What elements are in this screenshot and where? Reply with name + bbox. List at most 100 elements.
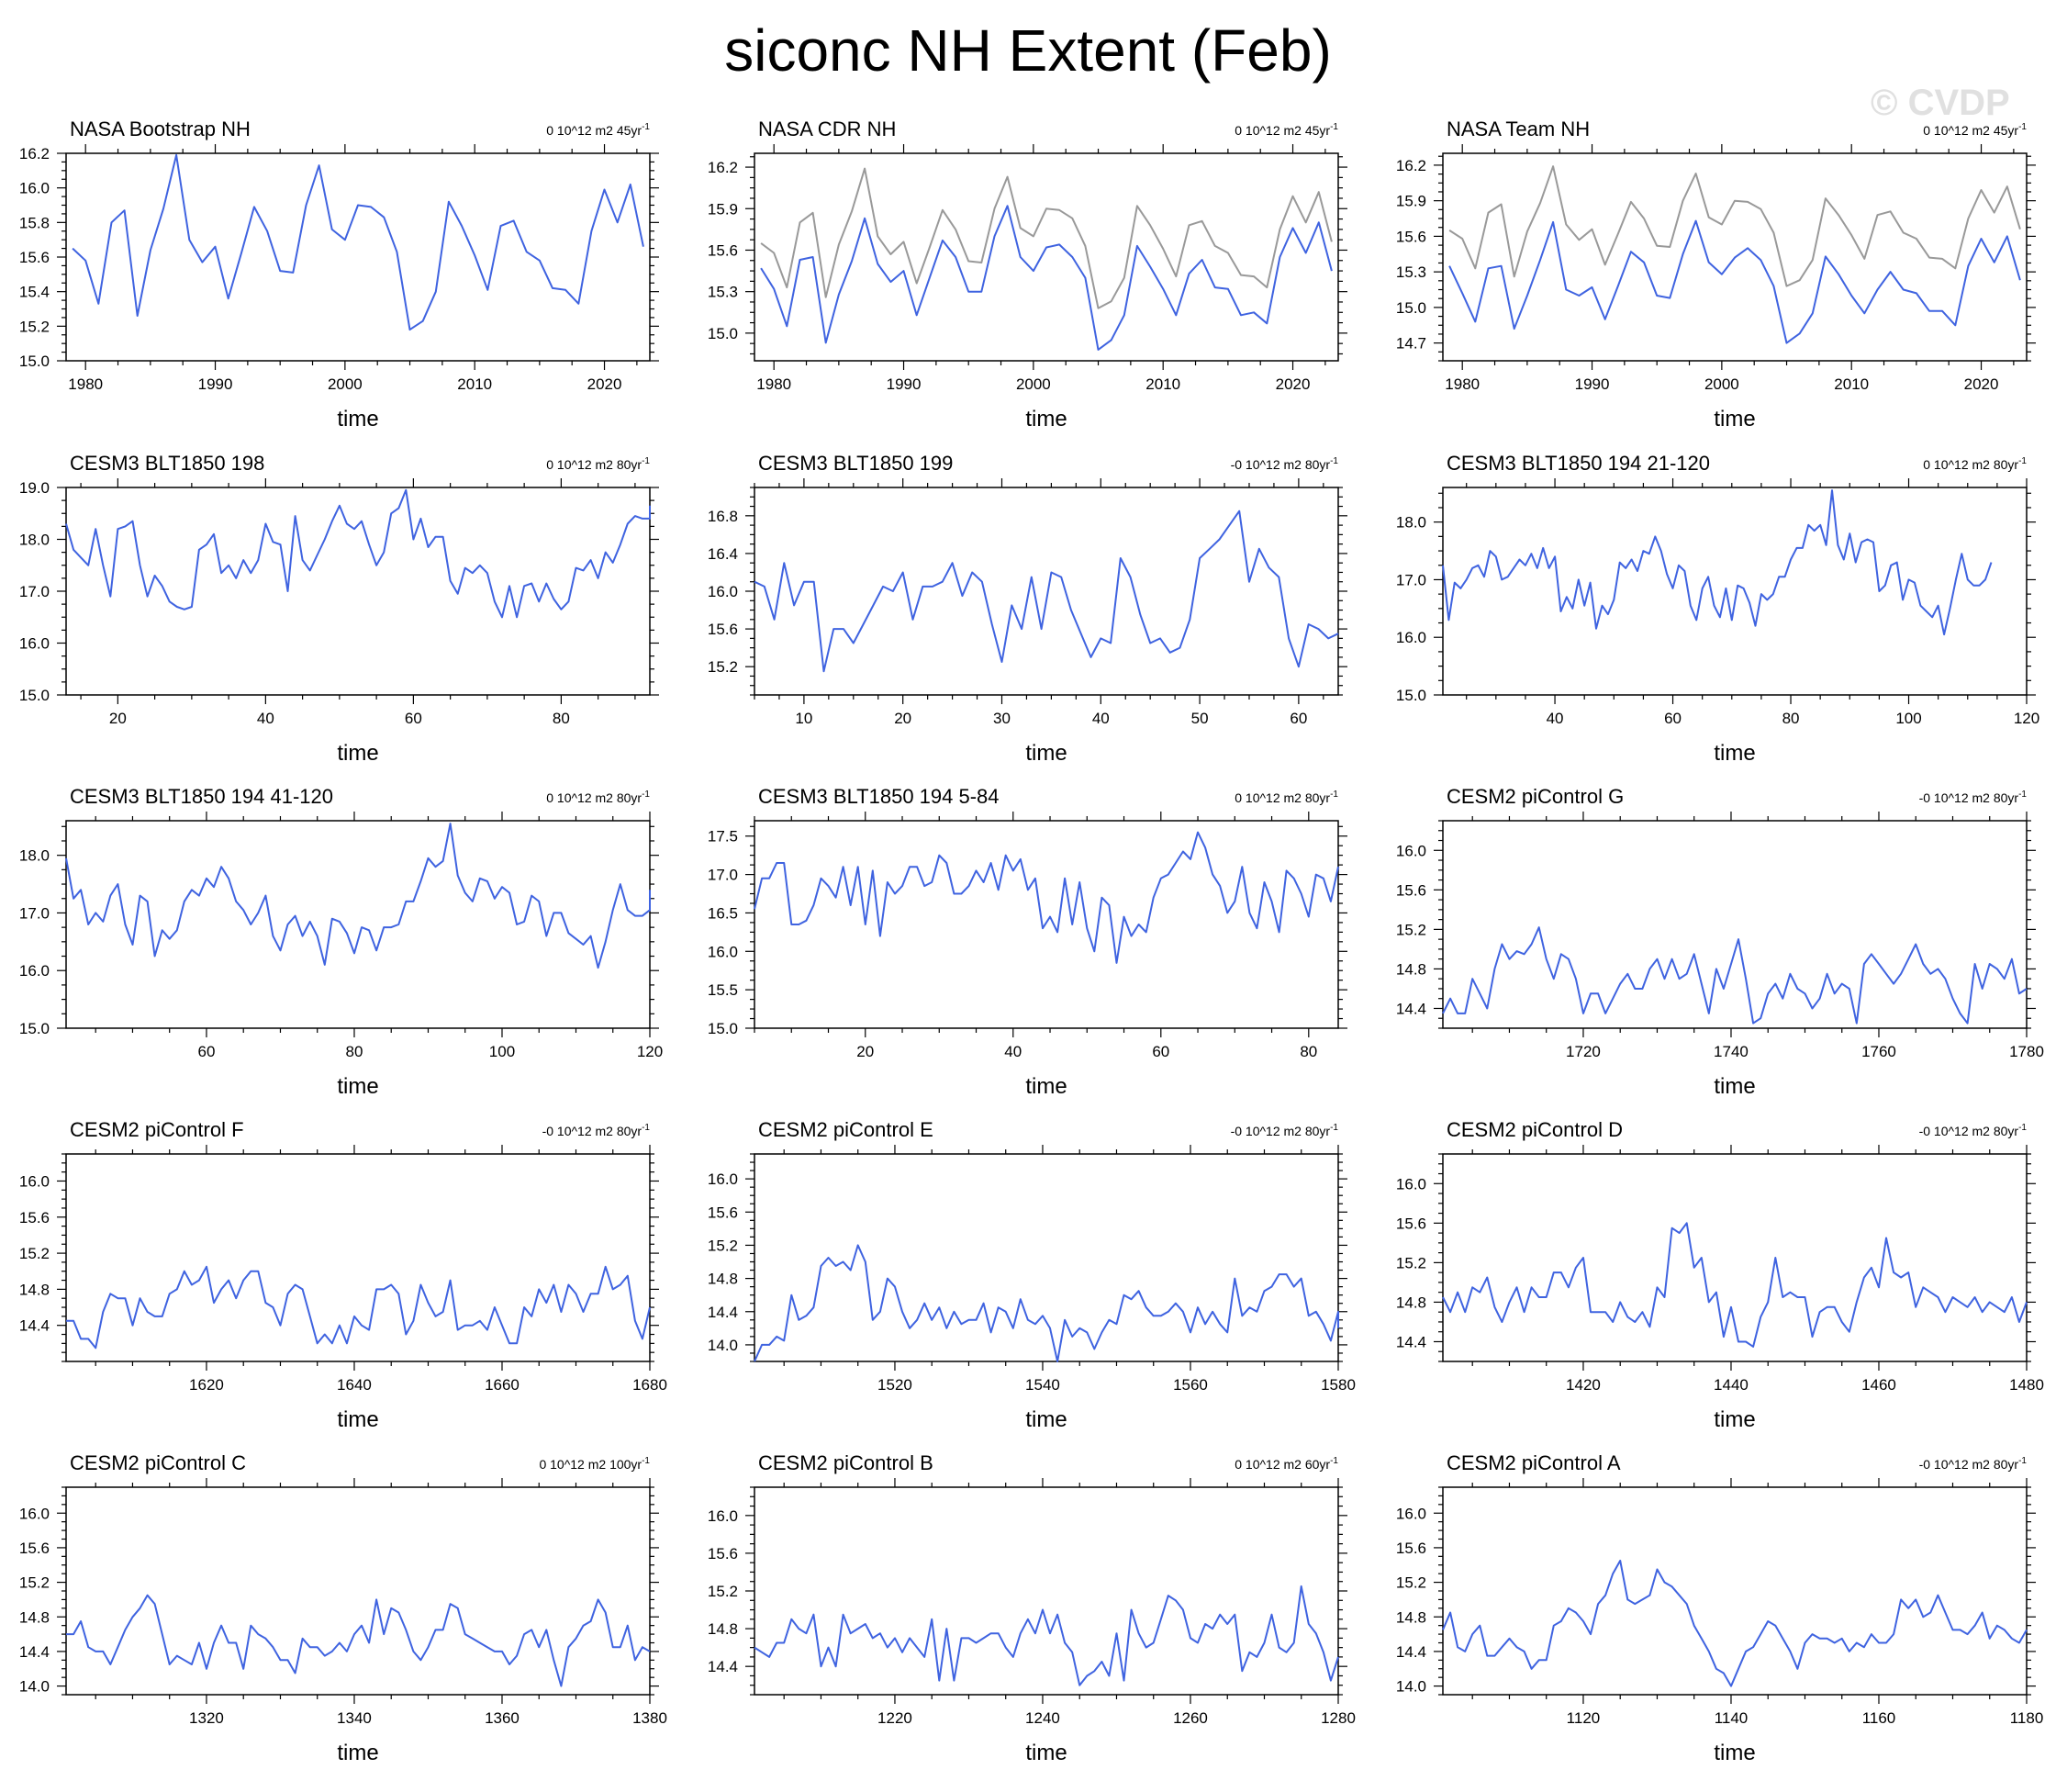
series-line bbox=[66, 1265, 651, 1350]
x-axis-title: time bbox=[1714, 407, 1755, 431]
x-tick-label: 1480 bbox=[2009, 1376, 2044, 1394]
panel-title: CESM3 BLT1850 199 bbox=[758, 452, 953, 475]
x-tick-label: 1440 bbox=[1714, 1376, 1749, 1394]
y-tick-label: 16.0 bbox=[19, 1172, 50, 1190]
x-tick-label: 60 bbox=[198, 1043, 216, 1060]
x-tick-label: 1180 bbox=[2010, 1709, 2044, 1727]
y-tick-label: 16.0 bbox=[1396, 629, 1426, 646]
x-tick-label: 1990 bbox=[198, 375, 233, 393]
x-tick-label: 20 bbox=[856, 1043, 874, 1060]
trend-unit-exponent: -1 bbox=[642, 122, 650, 132]
x-tick-label: 2000 bbox=[1704, 375, 1739, 393]
y-tick-label: 15.2 bbox=[1396, 1574, 1426, 1592]
trend-label: -0 10^12 m2 80yr-1 bbox=[1231, 456, 1339, 472]
reference-series-line bbox=[1448, 165, 2021, 287]
y-tick-label: 15.6 bbox=[708, 1545, 738, 1562]
chart-panel: CESM3 BLT1850 194 5-84 0 10^12 m2 80yr-1 2… bbox=[708, 785, 1347, 1099]
y-tick-label: 14.8 bbox=[1396, 1608, 1426, 1626]
panel-title: CESM2 piControl E bbox=[758, 1118, 933, 1141]
y-tick-label: 16.0 bbox=[1396, 842, 1426, 859]
plot-frame bbox=[1442, 820, 2028, 1029]
series-line bbox=[754, 510, 1339, 673]
y-tick-label: 16.0 bbox=[19, 962, 50, 980]
x-tick-label: 2010 bbox=[457, 375, 492, 393]
y-tick-label: 16.0 bbox=[1396, 1505, 1426, 1522]
x-tick-label: 1640 bbox=[337, 1376, 372, 1394]
y-tick-label: 16.0 bbox=[708, 943, 738, 960]
plot-frame bbox=[1442, 1486, 2028, 1696]
trend-unit-exponent: -1 bbox=[2018, 456, 2027, 466]
x-tick-label: 60 bbox=[1664, 710, 1682, 727]
x-tick-label: 1620 bbox=[189, 1376, 224, 1394]
trend-unit-exponent: -1 bbox=[642, 1456, 650, 1466]
y-tick-label: 15.2 bbox=[1396, 1254, 1426, 1271]
x-tick-label: 1720 bbox=[1566, 1043, 1601, 1060]
cvdp-watermark: © CVDP bbox=[1871, 83, 2010, 123]
y-tick-label: 17.0 bbox=[1396, 571, 1426, 588]
y-tick-label: 14.8 bbox=[1396, 1294, 1426, 1311]
plot-frame bbox=[754, 1153, 1339, 1362]
y-tick-label: 15.2 bbox=[708, 1583, 738, 1600]
trend-unit-exponent: -1 bbox=[1330, 790, 1338, 800]
chart-panel: CESM2 piControl F -0 10^12 m2 80yr-1 1620 1… bbox=[19, 1118, 667, 1432]
x-axis-title: time bbox=[1714, 1741, 1755, 1765]
x-tick-label: 1540 bbox=[1025, 1376, 1060, 1394]
x-tick-label: 1560 bbox=[1173, 1376, 1208, 1394]
series-line bbox=[72, 153, 644, 331]
y-tick-label: 19.0 bbox=[19, 479, 50, 497]
chart-panel: NASA Bootstrap NH 0 10^12 m2 45yr-1 1980 19… bbox=[19, 118, 659, 431]
trend-label: 0 10^12 m2 60yr-1 bbox=[1235, 1456, 1338, 1472]
x-tick-label: 2010 bbox=[1834, 375, 1869, 393]
y-tick-label: 14.4 bbox=[1396, 1643, 1426, 1661]
y-tick-label: 15.6 bbox=[19, 249, 50, 266]
x-axis-title: time bbox=[337, 1407, 378, 1432]
trend-unit-exponent: -1 bbox=[642, 456, 650, 466]
series-line bbox=[1442, 489, 1993, 636]
y-tick-label: 14.8 bbox=[708, 1271, 738, 1288]
x-tick-label: 2000 bbox=[1016, 375, 1051, 393]
series-line bbox=[754, 1244, 1339, 1362]
x-tick-label: 1780 bbox=[2009, 1043, 2044, 1060]
y-tick-label: 14.0 bbox=[19, 1678, 50, 1696]
y-tick-label: 15.9 bbox=[708, 200, 738, 218]
trend-label: -0 10^12 m2 80yr-1 bbox=[542, 1123, 651, 1138]
x-tick-label: 1660 bbox=[485, 1376, 520, 1394]
x-tick-label: 1460 bbox=[1861, 1376, 1896, 1394]
x-tick-label: 1580 bbox=[1321, 1376, 1356, 1394]
x-tick-label: 2000 bbox=[328, 375, 363, 393]
x-axis-title: time bbox=[1714, 1074, 1755, 1099]
plot-frame bbox=[754, 820, 1339, 1029]
x-axis-title: time bbox=[337, 741, 378, 766]
y-tick-label: 16.0 bbox=[19, 180, 50, 197]
x-tick-label: 40 bbox=[1547, 710, 1564, 727]
x-tick-label: 80 bbox=[553, 710, 570, 727]
y-tick-label: 17.0 bbox=[708, 867, 738, 884]
x-axis-title: time bbox=[1025, 741, 1067, 766]
y-tick-label: 14.8 bbox=[19, 1608, 50, 1626]
panel-title: CESM2 piControl A bbox=[1447, 1451, 1621, 1474]
trend-unit-exponent: -1 bbox=[2018, 122, 2027, 132]
y-tick-label: 14.4 bbox=[1396, 1000, 1426, 1017]
trend-unit-exponent: -1 bbox=[2018, 1123, 2027, 1133]
y-tick-label: 15.0 bbox=[19, 1020, 50, 1037]
trend-label: 0 10^12 m2 45yr-1 bbox=[1923, 122, 2027, 138]
chart-panel: CESM2 piControl D -0 10^12 m2 80yr-1 1420 1… bbox=[1396, 1118, 2044, 1432]
plot-frame bbox=[1442, 152, 2028, 362]
y-tick-label: 16.0 bbox=[19, 635, 50, 653]
x-tick-label: 80 bbox=[1300, 1043, 1317, 1060]
x-tick-label: 1980 bbox=[756, 375, 791, 393]
panel-title: CESM2 piControl G bbox=[1447, 785, 1624, 808]
panel-title: NASA CDR NH bbox=[758, 118, 896, 140]
x-tick-label: 2020 bbox=[1276, 375, 1311, 393]
x-tick-label: 1380 bbox=[632, 1709, 667, 1727]
x-axis-title: time bbox=[337, 1741, 378, 1765]
trend-unit-exponent: -1 bbox=[2018, 790, 2027, 800]
x-tick-label: 100 bbox=[489, 1043, 515, 1060]
chart-panel: CESM3 BLT1850 198 0 10^12 m2 80yr-1 20 40 60… bbox=[19, 452, 659, 766]
x-axis-title: time bbox=[337, 1074, 378, 1099]
y-tick-label: 16.2 bbox=[1396, 157, 1426, 174]
x-tick-label: 1740 bbox=[1714, 1043, 1749, 1060]
panel-title: CESM2 piControl D bbox=[1447, 1118, 1623, 1141]
trend-label: 0 10^12 m2 80yr-1 bbox=[546, 456, 650, 472]
panel-title: NASA Bootstrap NH bbox=[70, 118, 251, 140]
